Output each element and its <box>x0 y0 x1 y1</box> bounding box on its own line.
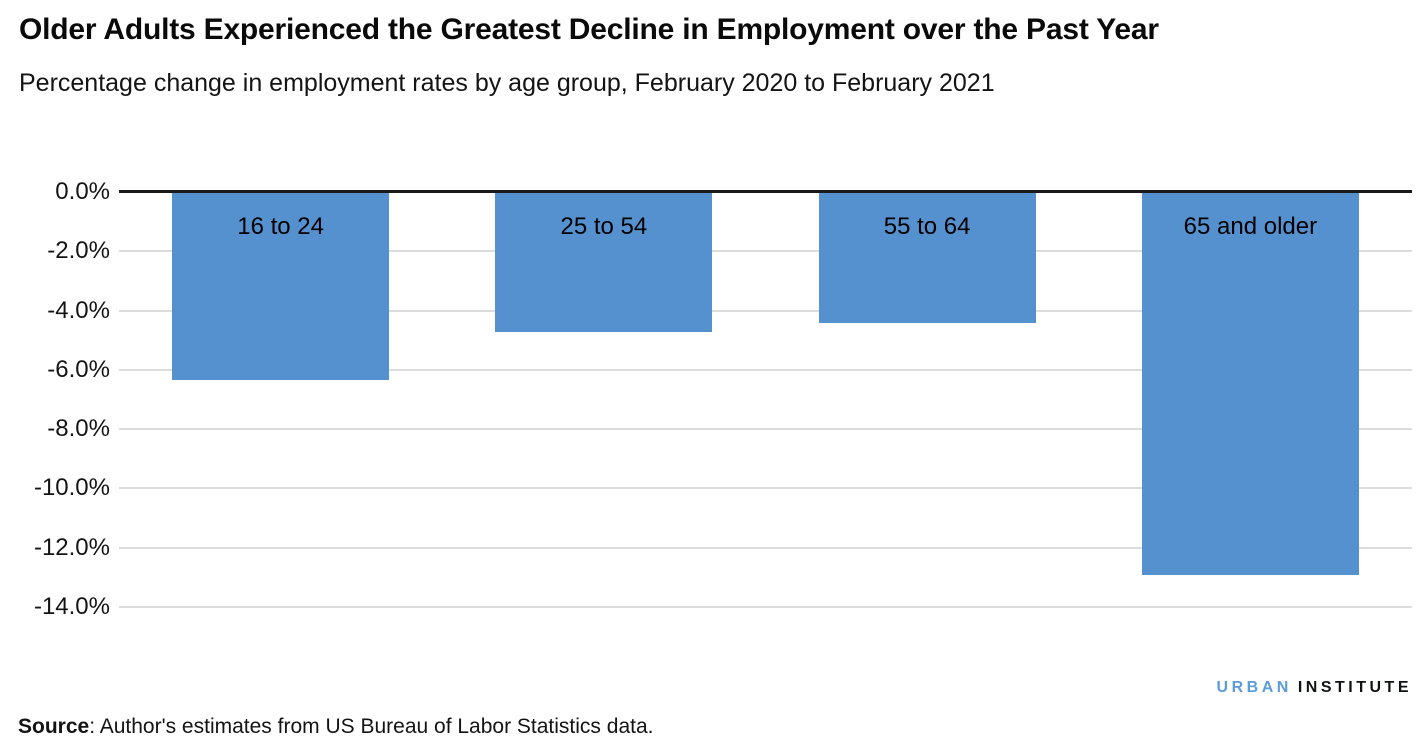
chart-title: Older Adults Experienced the Greatest De… <box>19 13 1159 46</box>
gridline--2.0% <box>119 250 1412 253</box>
y-tick-label--12.0%: -12.0% <box>33 533 110 561</box>
bar-category-label: 25 to 54 <box>560 213 648 240</box>
bar-16-to-24: 16 to 24 <box>172 193 390 380</box>
urban-institute-logo: URBAN INSTITUTE <box>1217 679 1412 697</box>
y-tick-label--6.0%: -6.0% <box>47 355 110 383</box>
gridline--6.0% <box>119 368 1412 371</box>
bar-65-and-older: 65 and older <box>1141 193 1359 576</box>
x-axis-zero-line <box>119 190 1412 193</box>
bar-25-to-54: 25 to 54 <box>495 193 713 333</box>
y-tick-label-0.0%: 0.0% <box>55 178 110 205</box>
bar-55-to-64: 55 to 64 <box>818 193 1036 324</box>
source-label: Source <box>18 715 90 738</box>
y-tick-label--2.0%: -2.0% <box>47 237 110 265</box>
gridline--8.0% <box>119 428 1412 431</box>
y-tick-label--10.0%: -10.0% <box>33 474 110 502</box>
gridline--12.0% <box>119 546 1412 549</box>
source-note: Source: Author's estimates from US Burea… <box>18 715 653 739</box>
y-tick-label--4.0%: -4.0% <box>47 296 110 324</box>
y-tick-label--14.0%: -14.0% <box>33 593 110 620</box>
bar-category-label: 16 to 24 <box>237 213 324 240</box>
bar-category-label: 65 and older <box>1183 213 1318 240</box>
gridline--4.0% <box>119 309 1412 312</box>
source-text: : Author's estimates from US Bureau of L… <box>89 715 654 738</box>
y-tick-label--8.0%: -8.0% <box>47 415 110 443</box>
bar-category-label: 55 to 64 <box>883 213 971 240</box>
gridline--14.0% <box>119 606 1412 608</box>
logo-urban-text: URBAN <box>1216 679 1292 696</box>
logo-institute-text: INSTITUTE <box>1297 679 1412 696</box>
gridline--10.0% <box>119 487 1412 490</box>
chart-subtitle: Percentage change in employment rates by… <box>19 69 995 97</box>
